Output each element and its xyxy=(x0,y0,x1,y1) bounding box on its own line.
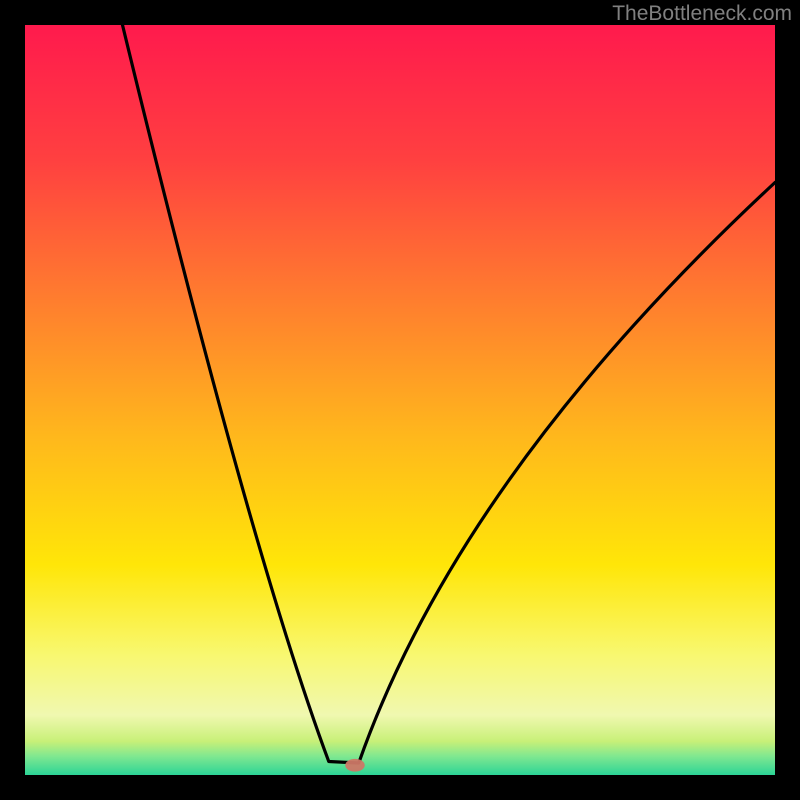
optimum-marker xyxy=(345,759,365,772)
chart-container: TheBottleneck.com xyxy=(0,0,800,800)
marker-layer xyxy=(0,0,800,800)
watermark-text: TheBottleneck.com xyxy=(612,2,792,26)
